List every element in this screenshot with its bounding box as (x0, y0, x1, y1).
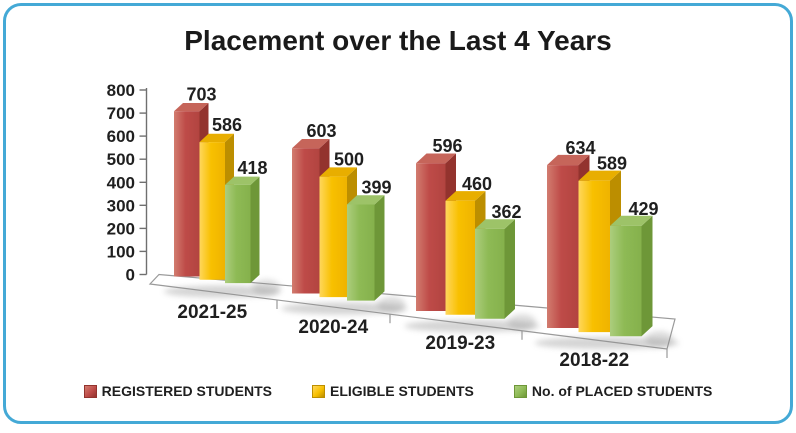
category-label-2018-22: 2018-22 (559, 350, 629, 371)
category-label-2019-23: 2019-23 (425, 333, 495, 354)
value-label: 589 (597, 154, 627, 174)
y-axis-tick-label: 0 (126, 266, 135, 285)
bar-registered-students-2018-22 (547, 165, 579, 328)
bar-eligible-students-2019-23 (446, 201, 476, 315)
bar-registered-students-2021-25 (174, 111, 200, 276)
value-label: 603 (306, 121, 336, 141)
category-label-2021-25: 2021-25 (177, 302, 247, 323)
bar-no-of-placed-students-2020-24 (347, 205, 375, 301)
bar-shadow (253, 280, 281, 296)
value-label: 418 (237, 158, 267, 178)
legend-swatch-icon (312, 385, 325, 398)
bar-no-of-placed-students-2020-24-side (375, 195, 385, 300)
y-axis-tick-label: 400 (107, 173, 135, 192)
value-label: 586 (212, 115, 242, 135)
y-axis-tick-label: 200 (107, 219, 135, 238)
value-label: 399 (361, 178, 391, 198)
legend-item-registered-students: REGISTERED STUDENTS (84, 383, 272, 399)
y-axis-tick-label: 100 (107, 242, 135, 261)
legend-label: No. of PLACED STUDENTS (532, 383, 712, 399)
bar-registered-students-2020-24 (292, 148, 320, 293)
legend-swatch-icon (514, 385, 527, 398)
bar-registered-students-2019-23 (416, 163, 446, 311)
legend-swatch-icon (84, 385, 97, 398)
chart-legend: REGISTERED STUDENTS ELIGIBLE STUDENTS No. … (6, 383, 790, 399)
legend-label: REGISTERED STUDENTS (102, 383, 272, 399)
bar-eligible-students-2018-22 (579, 181, 611, 332)
bar-no-of-placed-students-2021-25-side (251, 177, 260, 284)
y-axis-tick-label: 500 (107, 150, 135, 169)
value-label: 460 (462, 174, 492, 194)
category-label-2020-24: 2020-24 (298, 317, 368, 338)
y-axis-tick-label: 600 (107, 127, 135, 146)
value-label: 362 (491, 202, 521, 222)
bar-no-of-placed-students-2019-23-side (505, 219, 516, 319)
value-label: 429 (628, 199, 658, 219)
bar-no-of-placed-students-2018-22-side (642, 216, 653, 336)
bar-shadow (378, 297, 406, 313)
chart-canvas: 0 100 200 300 400 500 600 700 800 703 586 418 603 500… (6, 6, 796, 433)
y-axis-tick-label: 700 (107, 104, 135, 123)
bar-no-of-placed-students-2019-23 (475, 229, 505, 319)
bar-eligible-students-2020-24 (320, 177, 348, 298)
bar-no-of-placed-students-2018-22 (610, 226, 642, 336)
value-label: 596 (432, 136, 462, 156)
legend-item-no-of-placed-students: No. of PLACED STUDENTS (514, 383, 712, 399)
bar-no-of-placed-students-2021-25 (225, 185, 251, 283)
bar-eligible-students-2021-25 (200, 142, 226, 280)
legend-label: ELIGIBLE STUDENTS (330, 383, 474, 399)
y-axis-tick-label: 300 (107, 196, 135, 215)
value-label: 500 (334, 150, 364, 170)
value-label: 634 (565, 138, 595, 158)
bar-shadow (508, 314, 536, 330)
value-label: 703 (186, 84, 216, 104)
legend-item-eligible-students: ELIGIBLE STUDENTS (312, 383, 474, 399)
y-axis-tick-label: 800 (107, 81, 135, 100)
bar-shadow (646, 331, 674, 347)
